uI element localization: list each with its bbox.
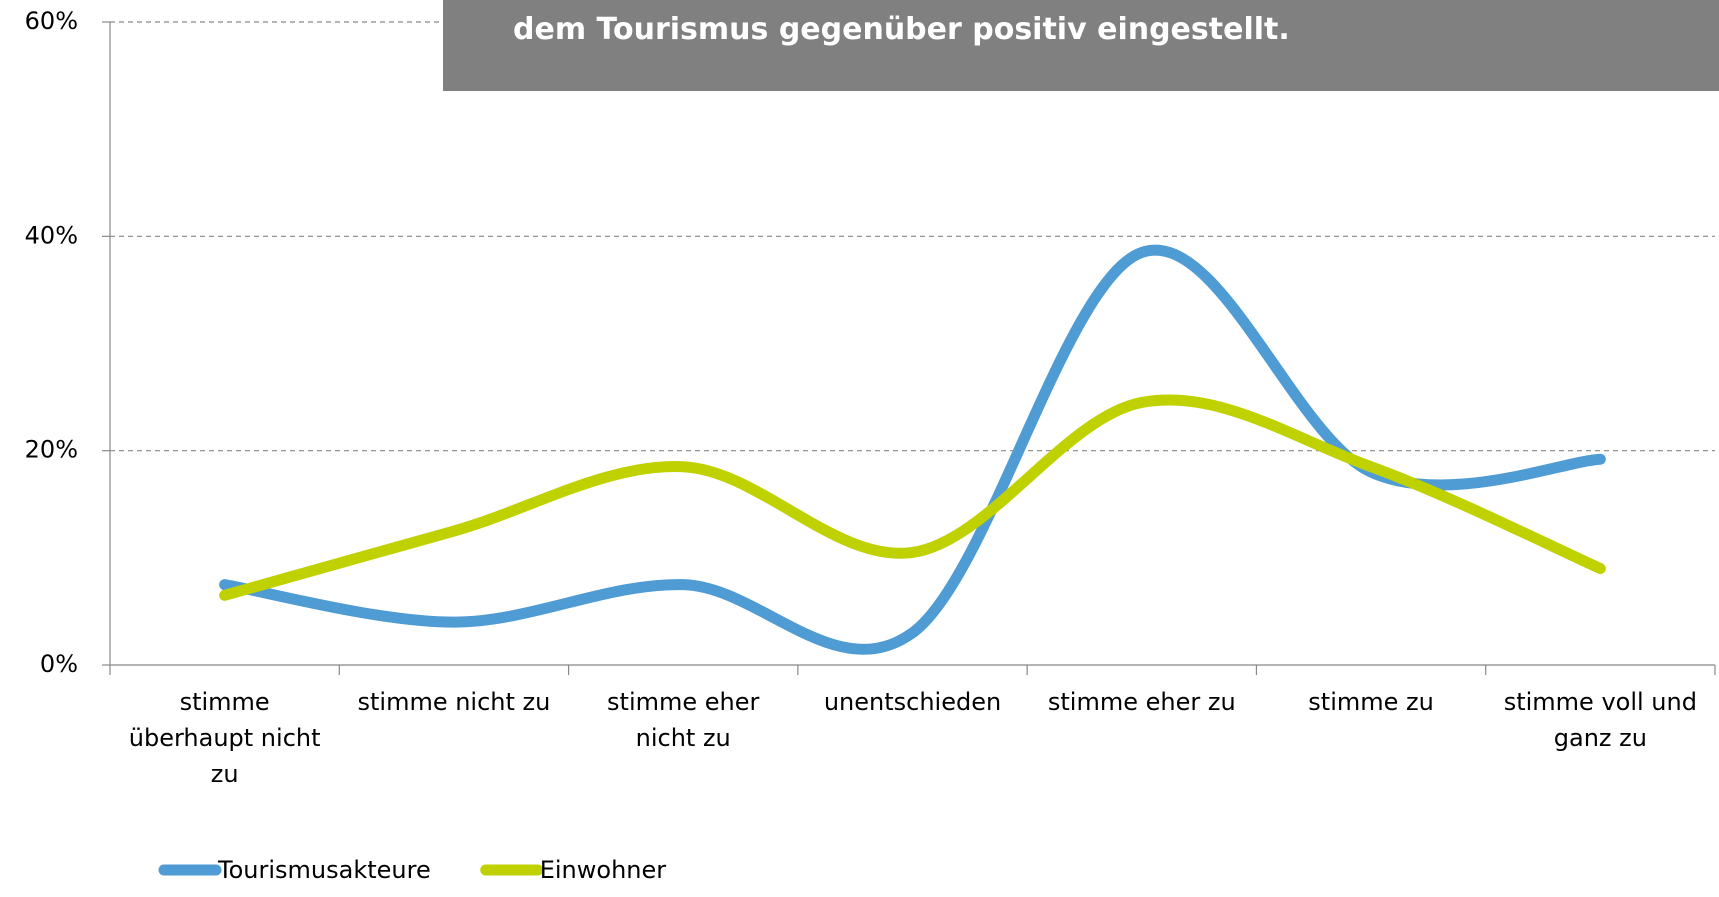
chart-title: dem Tourismus gegenüber positiv eingeste…: [443, 0, 1719, 91]
x-tick-label: stimme eher nicht zu: [607, 688, 760, 752]
x-tick-label: stimme zu: [1308, 688, 1434, 716]
series-line: [219, 394, 1606, 601]
series-line: [219, 244, 1606, 655]
legend-label: Tourismusakteure: [217, 856, 431, 884]
x-tick-label: stimme nicht zu: [357, 688, 551, 716]
x-tick-label: unentschieden: [823, 688, 1002, 716]
x-tick-label: stimme voll und ganz zu: [1503, 688, 1697, 752]
y-tick-label: 20%: [25, 436, 78, 464]
y-tick-label: 60%: [25, 7, 78, 35]
x-tick-label: stimme eher zu: [1047, 688, 1236, 716]
y-tick-label: 0%: [40, 650, 78, 678]
x-tick-label: stimme überhaupt nicht zu: [128, 688, 321, 788]
legend-label: Einwohner: [540, 856, 667, 884]
y-tick-label: 40%: [25, 221, 78, 249]
